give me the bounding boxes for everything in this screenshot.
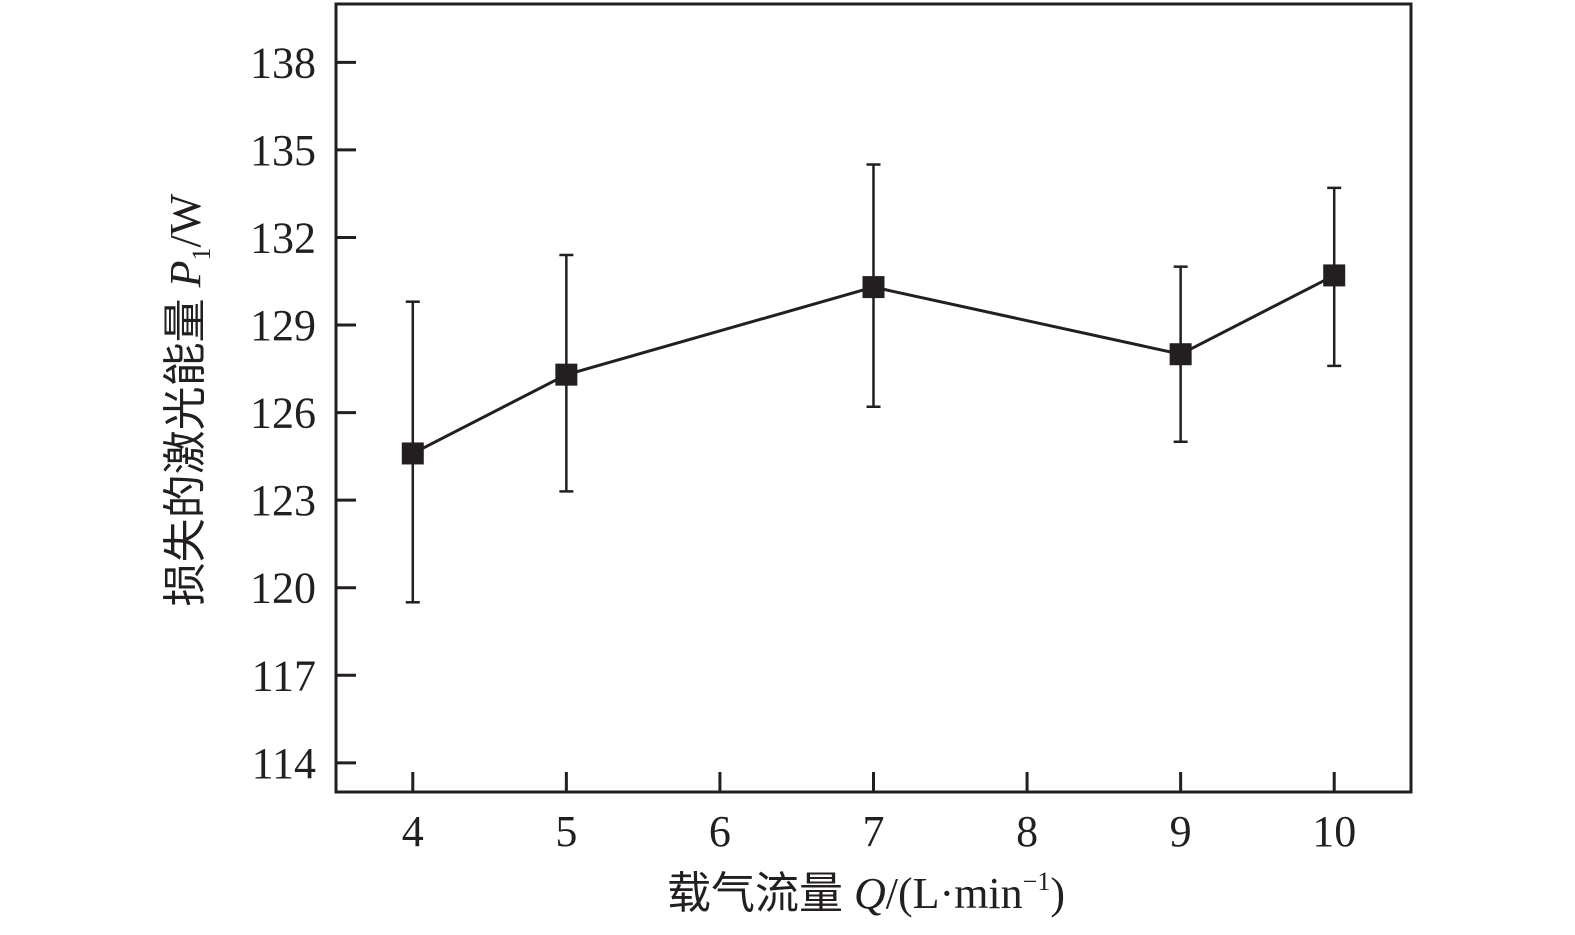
y-tick-label: 123 <box>250 476 316 525</box>
y-tick-label: 132 <box>250 213 316 262</box>
y-tick-label: 126 <box>250 389 316 438</box>
data-point-marker <box>862 276 885 299</box>
x-tick-label: 7 <box>863 807 885 856</box>
y-tick-label: 135 <box>250 126 316 175</box>
data-point-marker <box>1169 343 1192 366</box>
x-tick-label: 8 <box>1016 807 1038 856</box>
y-tick-label: 117 <box>252 651 316 700</box>
x-tick-label: 6 <box>709 807 731 856</box>
y-tick-label: 138 <box>250 38 316 87</box>
x-tick-label: 10 <box>1312 807 1356 856</box>
x-axis-title: 载气流量 Q/(L·min−1) <box>667 867 1065 918</box>
y-tick-label: 120 <box>250 564 316 613</box>
data-point-marker <box>401 442 424 465</box>
y-tick-label: 114 <box>252 739 316 788</box>
x-tick-label: 5 <box>555 807 577 856</box>
data-point-marker <box>1323 264 1346 287</box>
x-tick-label: 4 <box>402 807 424 856</box>
data-point-marker <box>555 363 578 386</box>
y-axis-title: 损失的激光能量 P1/W <box>161 193 216 606</box>
x-tick-label: 9 <box>1170 807 1192 856</box>
y-tick-label: 129 <box>250 301 316 350</box>
